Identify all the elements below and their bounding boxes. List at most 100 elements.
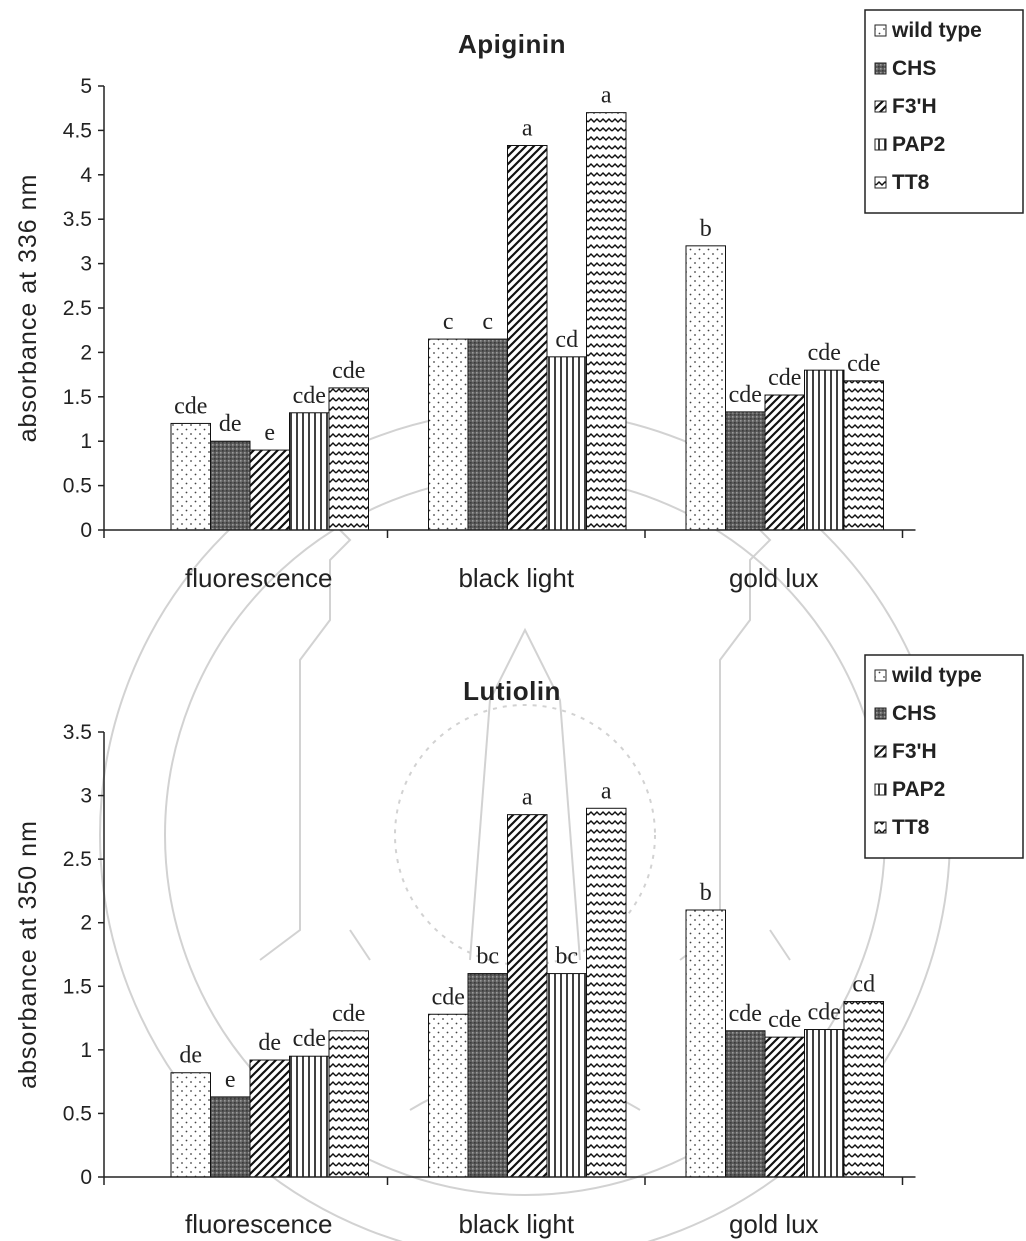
significance-label: cde (174, 393, 207, 419)
bar (170, 1072, 211, 1178)
bar (507, 814, 548, 1178)
bar (428, 1013, 469, 1178)
significance-label: de (219, 411, 242, 437)
y-tick-label: 1 (80, 430, 92, 453)
legend: wild type CHS F3'H PAP2 TT8 (864, 654, 1024, 859)
y-tick-label: 2.5 (63, 297, 92, 320)
bar (289, 1055, 330, 1178)
chart-title: Lutiolin (463, 676, 561, 706)
legend-swatch (874, 707, 887, 720)
legend-swatch (874, 821, 887, 834)
y-tick-label: 1 (80, 1039, 92, 1062)
legend-label: CHS (892, 57, 936, 80)
bar (725, 1030, 766, 1178)
legend-swatch (874, 745, 887, 758)
legend-box (864, 9, 1024, 214)
x-category-label: gold lux (729, 563, 819, 593)
y-tick-label: 3 (80, 785, 92, 808)
significance-label: cde (847, 351, 880, 377)
bar (685, 909, 726, 1178)
y-tick-label: 0 (80, 1166, 92, 1189)
significance-label: cde (808, 1000, 841, 1026)
significance-label: cde (729, 1001, 762, 1027)
y-tick-label: 2 (80, 912, 92, 935)
y-tick-label: 5 (80, 75, 92, 98)
bar (685, 245, 726, 531)
x-category-label: fluorescence (185, 563, 332, 593)
significance-label: cd (852, 972, 875, 998)
legend-box (864, 654, 1024, 859)
x-category-label: black light (458, 563, 574, 593)
significance-label: a (601, 83, 612, 109)
legend-swatch (874, 62, 887, 75)
legend-label: TT8 (892, 816, 930, 839)
y-tick-label: 3.5 (63, 721, 92, 744)
legend-swatch (874, 176, 887, 189)
bar (725, 411, 766, 531)
bar (843, 1001, 884, 1178)
y-tick-label: 1.5 (63, 975, 92, 998)
significance-label: cde (293, 1026, 326, 1052)
y-tick-label: 0 (80, 519, 92, 542)
significance-label: cde (432, 984, 465, 1010)
significance-label: cd (555, 327, 578, 353)
bar (804, 369, 845, 531)
legend-label: wild type (891, 664, 982, 687)
bar (289, 412, 330, 531)
legend-swatch (874, 669, 887, 682)
y-tick-label: 0.5 (63, 475, 92, 498)
chart-2: Lutiolin absorbance at 350 nm 0 0.5 1 1.5 2 2.5… (14, 654, 1024, 1239)
legend-label: PAP2 (892, 778, 945, 801)
significance-label: a (522, 785, 533, 811)
bar (507, 144, 548, 531)
legend-swatch (874, 138, 887, 151)
legend-label: TT8 (892, 171, 930, 194)
x-category-label: gold lux (729, 1209, 819, 1239)
legend-swatch (874, 783, 887, 796)
bar (764, 1036, 805, 1178)
significance-label: e (225, 1067, 236, 1093)
y-axis-label: absorbance at 336 nm (14, 174, 42, 443)
significance-label: e (264, 420, 275, 446)
y-tick-label: 3.5 (63, 208, 92, 231)
x-category-label: fluorescence (185, 1209, 332, 1239)
significance-label: cde (293, 383, 326, 409)
bar (804, 1029, 845, 1178)
legend-label: F3'H (892, 95, 937, 118)
y-tick-label: 1.5 (63, 386, 92, 409)
bar (843, 380, 884, 531)
bar (546, 973, 587, 1178)
legend-swatch (874, 24, 887, 37)
y-tick-label: 4 (80, 164, 92, 187)
significance-label: cde (768, 365, 801, 391)
significance-label: c (443, 309, 454, 335)
significance-label: cde (768, 1007, 801, 1033)
bar (249, 1059, 290, 1178)
legend-label: wild type (891, 19, 982, 42)
y-tick-label: 2 (80, 341, 92, 364)
bar (586, 807, 627, 1178)
significance-label: cde (332, 358, 365, 384)
significance-label: cde (808, 340, 841, 366)
legend-swatch (874, 100, 887, 113)
legend-label: CHS (892, 702, 936, 725)
significance-label: bc (555, 944, 578, 970)
legend-label: PAP2 (892, 133, 945, 156)
bar (764, 394, 805, 531)
significance-label: cde (332, 1001, 365, 1027)
significance-label: b (700, 880, 712, 906)
bar (546, 356, 587, 531)
bar (249, 449, 290, 531)
bar (328, 387, 369, 531)
significance-label: a (601, 778, 612, 804)
bar (467, 338, 508, 531)
bar (210, 1096, 251, 1178)
chart-title: Apiginin (458, 29, 566, 59)
y-tick-label: 3 (80, 253, 92, 276)
bar (210, 440, 251, 531)
x-category-label: black light (458, 1209, 574, 1239)
significance-label: b (700, 216, 712, 242)
chart-1: Apiginin absorbance at 336 nm 0 0.5 1 1.5 2 2.5… (14, 9, 1024, 593)
significance-label: de (179, 1043, 202, 1069)
y-axis-label: absorbance at 350 nm (14, 820, 42, 1089)
